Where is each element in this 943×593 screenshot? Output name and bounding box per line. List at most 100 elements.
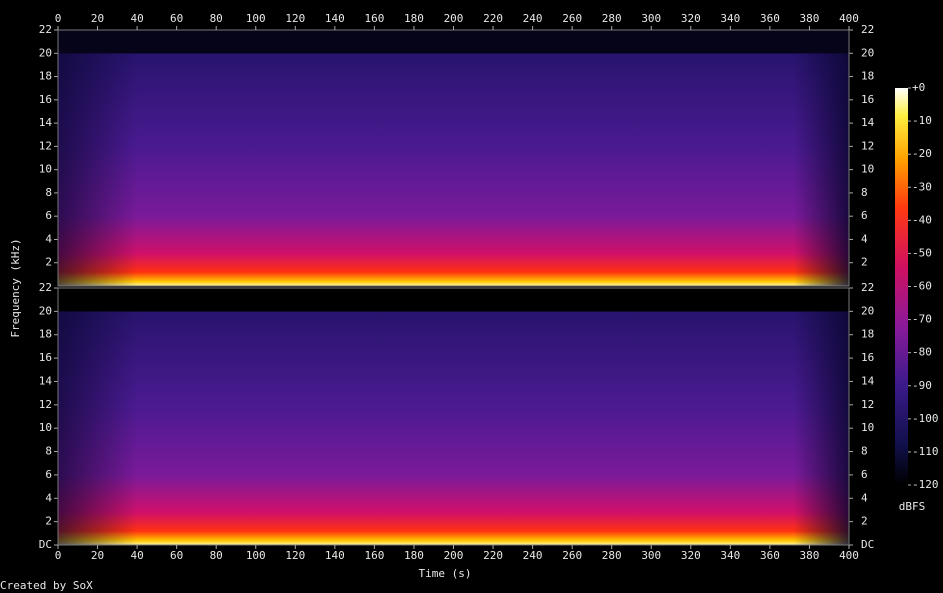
y-tick-label: 10 xyxy=(39,163,52,176)
colorbar-tick-label: -110 xyxy=(912,445,939,458)
colorbar xyxy=(895,88,908,485)
y-tick-label-right: 2 xyxy=(861,515,868,528)
x-tick-label: 380 xyxy=(800,549,820,562)
y-tick-label: 20 xyxy=(39,304,52,317)
y-tick-label-right: 6 xyxy=(861,468,868,481)
y-tick-label: 16 xyxy=(39,351,52,364)
y-tick-label-right: 2 xyxy=(861,256,868,269)
x-tick-label-top: 240 xyxy=(523,12,543,25)
spectrogram-band xyxy=(58,288,849,312)
y-tick-label: 18 xyxy=(39,70,52,83)
y-tick-label: 18 xyxy=(39,328,52,341)
y-tick-label: 4 xyxy=(45,491,52,504)
x-tick-label: 80 xyxy=(210,549,223,562)
x-tick-label-top: 160 xyxy=(364,12,384,25)
y-tick-label-right: 8 xyxy=(861,186,868,199)
y-tick-label: 6 xyxy=(45,468,52,481)
y-tick-label-right: 8 xyxy=(861,445,868,458)
y-tick-label-right: 4 xyxy=(861,491,868,504)
y-tick-label: 14 xyxy=(39,116,53,129)
colorbar-tick-label: -40 xyxy=(912,213,932,226)
y-tick-label: 2 xyxy=(45,256,52,269)
spectrogram-fade xyxy=(58,53,849,286)
x-tick-label-top: 80 xyxy=(210,12,223,25)
x-tick-label: 140 xyxy=(325,549,345,562)
x-tick-label: 200 xyxy=(444,549,464,562)
y-tick-label: 12 xyxy=(39,398,52,411)
y-tick-label-right: 22 xyxy=(861,281,874,294)
y-tick-label-right: 14 xyxy=(861,374,875,387)
colorbar-tick-label: -90 xyxy=(912,379,932,392)
y-tick-label-right: 22 xyxy=(861,23,874,36)
x-tick-label: 100 xyxy=(246,549,266,562)
x-tick-label-top: 0 xyxy=(55,12,62,25)
y-tick-label: 12 xyxy=(39,139,52,152)
y-tick-label: 2 xyxy=(45,515,52,528)
x-tick-label: 120 xyxy=(285,549,305,562)
x-tick-label-top: 180 xyxy=(404,12,424,25)
y-tick-label-right: 20 xyxy=(861,46,874,59)
x-axis-label: Time (s) xyxy=(419,567,472,580)
y-tick-label-right: 16 xyxy=(861,351,874,364)
y-tick-label-right: 10 xyxy=(861,163,874,176)
x-tick-label-top: 140 xyxy=(325,12,345,25)
y-tick-label-right: 18 xyxy=(861,70,874,83)
x-tick-label: 340 xyxy=(720,549,740,562)
x-tick-label: 160 xyxy=(364,549,384,562)
x-tick-label: 20 xyxy=(91,549,104,562)
colorbar-tick-label: -50 xyxy=(912,246,932,259)
x-tick-label: 360 xyxy=(760,549,780,562)
footer: Created by SoX xyxy=(0,579,93,592)
x-tick-label: 220 xyxy=(483,549,503,562)
spectrogram-fade xyxy=(58,311,849,545)
colorbar-tick-label: -30 xyxy=(912,180,932,193)
y-tick-label: 6 xyxy=(45,209,52,222)
y-tick-label-right: DC xyxy=(861,538,874,551)
x-tick-label-top: 200 xyxy=(444,12,464,25)
y-tick-label: 10 xyxy=(39,421,52,434)
spectrogram-band xyxy=(58,30,849,54)
x-tick-label-top: 20 xyxy=(91,12,104,25)
x-tick-label: 260 xyxy=(562,549,582,562)
y-tick-label: 8 xyxy=(45,445,52,458)
x-tick-label-top: 280 xyxy=(602,12,622,25)
colorbar-tick-label: +0 xyxy=(912,81,925,94)
y-tick-label: 22 xyxy=(39,23,52,36)
colorbar-tick-label: -70 xyxy=(912,313,932,326)
x-tick-label: 240 xyxy=(523,549,543,562)
y-tick-label-right: 12 xyxy=(861,139,874,152)
x-tick-label: 180 xyxy=(404,549,424,562)
colorbar-tick-label: -20 xyxy=(912,147,932,160)
x-tick-label-top: 300 xyxy=(641,12,661,25)
x-tick-label: 300 xyxy=(641,549,661,562)
y-tick-label-right: 18 xyxy=(861,328,874,341)
colorbar-label: dBFS xyxy=(899,500,926,513)
x-tick-label-top: 100 xyxy=(246,12,266,25)
colorbar-tick-label: -120 xyxy=(912,478,939,491)
x-tick-label: 40 xyxy=(130,549,143,562)
x-tick-label-top: 220 xyxy=(483,12,503,25)
y-tick-label-right: 12 xyxy=(861,398,874,411)
colorbar-tick-label: -10 xyxy=(912,114,932,127)
y-tick-label-right: 16 xyxy=(861,93,874,106)
y-tick-label-right: 14 xyxy=(861,116,875,129)
x-tick-label-top: 60 xyxy=(170,12,183,25)
y-tick-label-right: 10 xyxy=(861,421,874,434)
colorbar-tick-label: -80 xyxy=(912,346,932,359)
x-tick-label: 320 xyxy=(681,549,701,562)
y-tick-label: 16 xyxy=(39,93,52,106)
y-tick-label-right: 6 xyxy=(861,209,868,222)
y-tick-label-right: 4 xyxy=(861,232,868,245)
x-tick-label-top: 400 xyxy=(839,12,859,25)
x-tick-label-top: 320 xyxy=(681,12,701,25)
y-tick-label-right: 20 xyxy=(861,304,874,317)
colorbar-tick-label: -60 xyxy=(912,280,932,293)
x-tick-label-top: 260 xyxy=(562,12,582,25)
y-tick-label: 22 xyxy=(39,281,52,294)
x-tick-label-top: 340 xyxy=(720,12,740,25)
y-tick-label: 14 xyxy=(39,374,53,387)
y-tick-label: 20 xyxy=(39,46,52,59)
x-tick-label-top: 380 xyxy=(800,12,820,25)
y-tick-label: DC xyxy=(39,538,52,551)
